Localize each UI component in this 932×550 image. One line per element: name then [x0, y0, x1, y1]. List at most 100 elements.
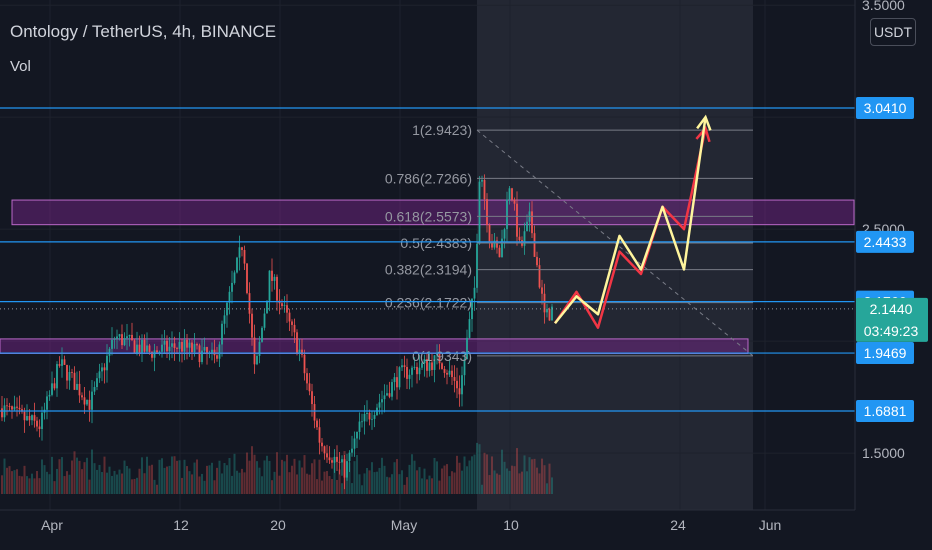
candle-body	[218, 344, 221, 359]
candle-body	[341, 459, 343, 463]
volume-bar	[248, 460, 251, 494]
candle-body	[423, 359, 426, 364]
candle-body	[516, 203, 518, 237]
price-level-tag	[856, 230, 914, 253]
price-level-tag-label: 1.9469	[864, 345, 907, 361]
candle-body	[461, 375, 463, 395]
candle-body	[381, 399, 383, 403]
price-tick-label: 1.5000	[862, 445, 905, 461]
volume-bar	[336, 479, 338, 494]
volume-bar	[438, 480, 441, 494]
candle-body	[283, 305, 286, 307]
last-price-label: 2.1440	[870, 301, 913, 317]
volume-bar	[236, 470, 238, 494]
candle-body	[373, 415, 376, 419]
volume-bar	[226, 465, 228, 494]
volume-bar	[403, 484, 406, 494]
volume-indicator-label[interactable]: Vol	[10, 58, 31, 75]
volume-bar	[481, 484, 483, 494]
candle-body	[523, 231, 526, 246]
volume-bar	[466, 466, 468, 494]
volume-bar	[546, 483, 548, 494]
candle-body	[496, 240, 498, 248]
currency-button[interactable]: USDT	[870, 18, 916, 46]
volume-bar	[51, 456, 53, 494]
volume-bar	[186, 466, 188, 494]
volume-bar	[146, 456, 148, 494]
candle-body	[338, 461, 341, 463]
candle-body	[288, 312, 291, 322]
candle-body	[193, 344, 196, 353]
volume-bar	[541, 458, 543, 494]
candle-body	[88, 399, 91, 410]
volume-bar	[91, 449, 93, 494]
volume-bar	[133, 478, 136, 494]
volume-bar	[506, 468, 508, 494]
volume-bar	[351, 483, 353, 494]
volume-bar	[311, 463, 313, 494]
candle-body	[58, 364, 61, 366]
last-price-tag	[856, 297, 928, 342]
candle-body	[266, 300, 268, 314]
candle-body	[1, 408, 3, 418]
volume-bar	[176, 460, 178, 494]
volume-bar	[338, 469, 341, 494]
candle-body	[316, 420, 318, 428]
fib-level-label: 0.5(2.4383)	[400, 235, 472, 251]
candle-body	[386, 393, 388, 396]
candle-body	[468, 319, 471, 338]
time-tick-label: 12	[173, 517, 189, 533]
candle-body	[493, 240, 496, 248]
volume-bar	[206, 465, 208, 494]
volume-bar	[126, 465, 128, 494]
candle-body	[46, 396, 48, 410]
candle-body	[166, 340, 168, 352]
horizontal-levels[interactable]	[0, 107, 855, 412]
volume-bars	[1, 442, 553, 494]
volume-bar	[18, 475, 21, 494]
candle-body	[36, 420, 38, 427]
volume-bar	[243, 472, 246, 494]
volume-bar	[223, 463, 226, 494]
candle-body	[321, 442, 323, 447]
candle-body	[158, 351, 161, 353]
volume-bar	[246, 452, 248, 494]
volume-bar	[263, 460, 266, 494]
candle-body	[161, 344, 163, 352]
volume-bar	[376, 471, 378, 494]
projection-yellow-path	[554, 117, 707, 325]
volume-bar	[333, 460, 336, 494]
volume-bar	[218, 460, 221, 494]
candle-body	[121, 334, 123, 346]
volume-bar	[76, 457, 78, 494]
candle-body	[226, 302, 228, 316]
candle-body	[371, 418, 373, 420]
time-axis[interactable]: Apr 12 20 May 10 24 Jun	[41, 517, 781, 533]
candle-body	[348, 452, 351, 462]
volume-bar	[251, 446, 253, 494]
price-level-tag	[856, 342, 914, 365]
candle-body	[173, 343, 176, 348]
candle-body	[458, 388, 461, 395]
volume-bar	[401, 470, 403, 494]
candle-body	[293, 324, 296, 333]
volume-bar	[551, 477, 553, 494]
projection-paths[interactable]	[553, 114, 712, 329]
candle-body	[106, 355, 108, 371]
volume-bar	[518, 473, 521, 494]
volume-bar	[451, 471, 453, 494]
volume-bar	[116, 474, 118, 494]
volume-bar	[8, 466, 11, 494]
time-tick-label: 24	[670, 517, 686, 533]
volume-bar	[306, 473, 308, 494]
volume-bar	[521, 471, 523, 494]
price-axis[interactable]: 3.50002.50001.50003.04102.44332.17661.94…	[856, 0, 928, 461]
volume-bar	[6, 467, 8, 494]
volume-bar	[141, 457, 143, 494]
volume-bar	[288, 472, 291, 494]
volume-bar	[276, 452, 278, 494]
volume-bar	[138, 468, 141, 494]
volume-bar	[156, 484, 158, 494]
symbol-title[interactable]: Ontology / TetherUS, 4h, BINANCE	[10, 22, 277, 41]
